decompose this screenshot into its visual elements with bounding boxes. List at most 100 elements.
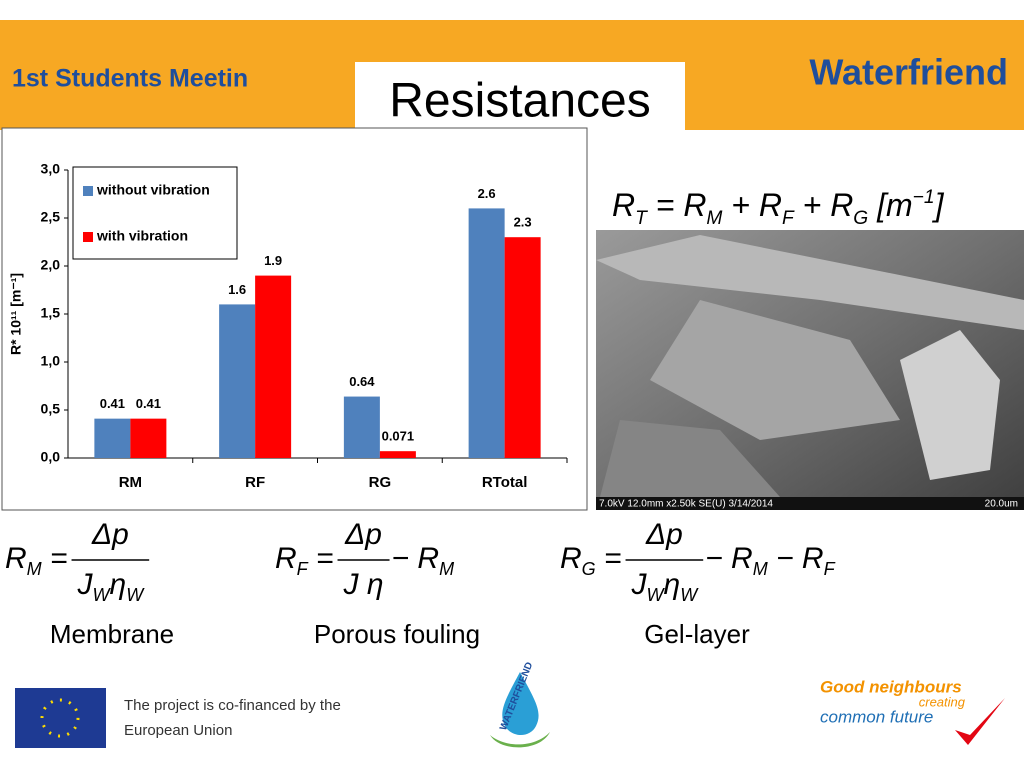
formula-part: R: [683, 187, 706, 223]
value-label: 0.071: [382, 429, 415, 444]
value-label: 1.6: [228, 282, 246, 297]
formula-label: Porous fouling: [314, 619, 480, 649]
formula: − RM − RF: [705, 542, 835, 579]
slogan: creating: [919, 694, 966, 709]
formula-part: +: [794, 187, 830, 223]
formula-part: R: [5, 542, 27, 575]
legend-swatch: [83, 232, 93, 242]
formula-label: Membrane: [50, 619, 174, 649]
formula-part: M: [27, 559, 42, 579]
formula: − RM: [392, 542, 455, 579]
y-tick-label: 0,5: [41, 401, 61, 417]
formula: RF =: [275, 542, 334, 579]
x-tick-label: RF: [245, 474, 265, 491]
y-tick-label: 2,0: [41, 257, 61, 273]
bar: [468, 208, 505, 458]
value-label: 0.41: [136, 396, 161, 411]
y-axis-label: R* 10¹¹ [m⁻¹]: [8, 273, 24, 355]
legend-box: [72, 166, 238, 260]
formula-part: =: [647, 187, 683, 223]
y-tick-label: 0,0: [41, 449, 61, 465]
formula-part: F: [297, 559, 309, 579]
image-scale: 20.0um: [985, 499, 1018, 510]
formula-part: − R: [392, 542, 440, 575]
formula-part: J: [631, 568, 648, 601]
formula-part: W: [680, 585, 699, 605]
value-label: 0.64: [349, 374, 375, 389]
slogan: Good neighbours: [820, 677, 962, 696]
formula-part: F: [782, 208, 795, 229]
formula-part: W: [647, 585, 666, 605]
formula-part: T: [635, 208, 648, 229]
formula-part: − R: [705, 542, 753, 575]
formula-part: J η: [343, 568, 384, 601]
eu-text: European Union: [124, 722, 232, 739]
formula-part: η: [664, 568, 681, 601]
formula-part: +: [722, 187, 758, 223]
formula: Δp: [91, 518, 129, 551]
meeting-title: 1st Students Meetin: [12, 65, 248, 93]
x-tick-label: RG: [369, 474, 392, 491]
y-tick-label: 2,5: [41, 209, 61, 225]
formula-part: R: [560, 542, 582, 575]
formula: Δp: [344, 518, 382, 551]
formula-part: − R: [768, 542, 824, 575]
legend-label: without vibration: [96, 182, 210, 198]
formula-part: R: [759, 187, 782, 223]
formula-part: R: [275, 542, 297, 575]
formula-part: J: [77, 568, 94, 601]
formula-part: R: [830, 187, 853, 223]
value-label: 1.9: [264, 253, 282, 268]
formula: JWηW: [631, 568, 700, 605]
eu-text: The project is co-financed by the: [124, 697, 341, 714]
formula-part: ]: [932, 187, 945, 223]
bar: [379, 451, 416, 458]
value-label: 0.41: [100, 396, 125, 411]
formula-part: Δp: [645, 518, 683, 551]
formula: RM =: [5, 542, 68, 579]
formula-part: =: [596, 542, 622, 575]
waterfriend-logo: [490, 672, 550, 748]
formula-part: =: [42, 542, 68, 575]
formula: JWηW: [77, 568, 146, 605]
bar: [343, 396, 380, 458]
bar: [504, 237, 541, 458]
legend-label: with vibration: [96, 228, 188, 244]
formula-part: R: [612, 187, 635, 223]
formula-label: Gel-layer: [644, 619, 750, 649]
formula-part: F: [824, 559, 836, 579]
formula-part: M: [753, 559, 768, 579]
formula-part: η: [110, 568, 127, 601]
bar: [94, 418, 131, 458]
value-label: 2.3: [514, 215, 532, 230]
formula: RT = RM + RF + RG [m−1]: [612, 187, 945, 229]
formula-part: W: [126, 585, 145, 605]
y-tick-label: 3,0: [41, 161, 61, 177]
formula-part: Δp: [91, 518, 129, 551]
y-tick-label: 1,5: [41, 305, 61, 321]
slogan: common future: [820, 707, 933, 726]
formula-part: W: [93, 585, 112, 605]
x-tick-label: RM: [119, 474, 142, 491]
image-caption: 7.0kV 12.0mm x2.50k SE(U) 3/14/2014: [599, 499, 773, 510]
formula-part: =: [308, 542, 334, 575]
formula-part: −1: [913, 187, 935, 208]
value-label: 2.6: [478, 186, 496, 201]
legend-swatch: [83, 186, 93, 196]
eu-flag: [15, 688, 106, 748]
formula: Δp: [645, 518, 683, 551]
formula-part: Δp: [344, 518, 382, 551]
title-box: [355, 62, 685, 130]
formula-part: M: [706, 208, 722, 229]
formula: RG =: [560, 542, 622, 579]
y-tick-label: 1,0: [41, 353, 61, 369]
formula: J η: [343, 568, 384, 601]
formula-part: G: [582, 559, 596, 579]
bar: [255, 275, 292, 458]
slide-title: Resistances: [389, 75, 650, 128]
sem-image: [596, 230, 1024, 510]
formula-part: G: [853, 208, 868, 229]
bar: [130, 418, 167, 458]
x-tick-label: RTotal: [482, 474, 528, 491]
